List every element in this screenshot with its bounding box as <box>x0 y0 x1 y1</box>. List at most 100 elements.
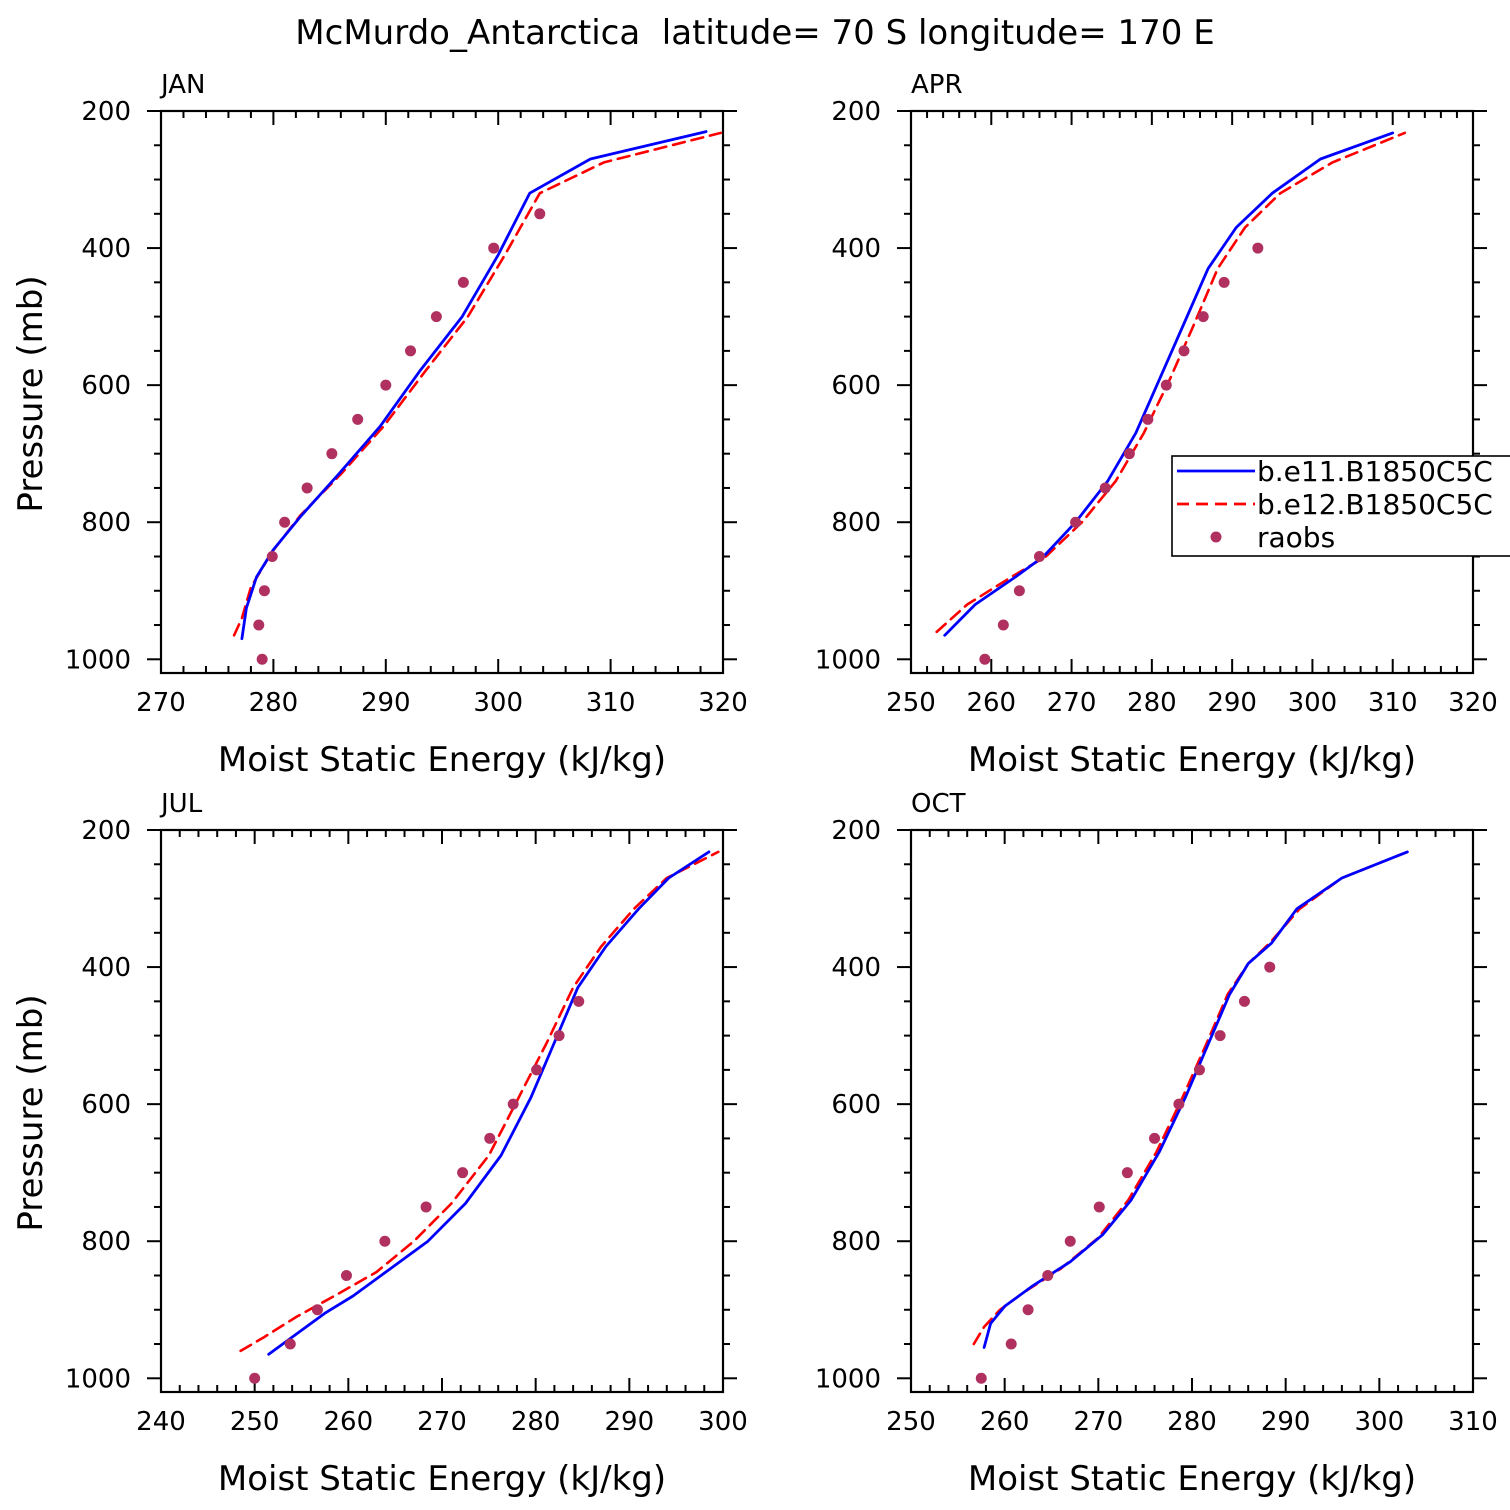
y-tick-label: 1000 <box>65 645 131 675</box>
raobs-point <box>979 653 991 665</box>
x-tick-label: 320 <box>1448 688 1498 718</box>
raobs-point <box>1022 1304 1034 1316</box>
raobs-point <box>266 550 278 562</box>
x-tick-label: 280 <box>1167 1407 1217 1437</box>
x-tick-label: 270 <box>1047 688 1097 718</box>
plot-frame <box>159 828 725 1394</box>
panel-label: APR <box>911 70 963 100</box>
raobs-point <box>553 1030 565 1042</box>
legend-label: raobs <box>1257 521 1335 554</box>
y-axis-label: Pressure (mb) <box>11 994 51 1231</box>
raobs-point <box>249 1372 261 1384</box>
x-axis-label: Moist Static Energy (kJ/kg) <box>218 740 666 780</box>
raobs-point <box>457 1167 469 1179</box>
raobs-point <box>352 413 364 425</box>
raobs-point <box>1121 1167 1133 1179</box>
plot-frame <box>909 109 1475 675</box>
raobs-point <box>405 345 417 357</box>
raobs-point <box>1193 1064 1205 1076</box>
y-tick-label: 400 <box>831 953 881 983</box>
x-tick-label: 240 <box>136 1407 186 1437</box>
x-tick-label: 260 <box>966 688 1016 718</box>
x-tick-label: 300 <box>1355 1407 1405 1437</box>
x-axis-label: Moist Static Energy (kJ/kg) <box>968 740 1416 780</box>
raobs-point <box>311 1304 323 1316</box>
y-tick-label: 400 <box>81 953 131 983</box>
raobs-point <box>488 242 500 254</box>
raobs-point <box>380 379 392 391</box>
x-tick-label: 310 <box>586 688 636 718</box>
raobs-point <box>1013 585 1025 597</box>
y-tick-label: 600 <box>831 1090 881 1120</box>
y-tick-label: 1000 <box>65 1364 131 1394</box>
raobs-point <box>1149 1132 1161 1144</box>
y-tick-label: 400 <box>831 234 881 264</box>
raobs-point <box>1173 1098 1185 1110</box>
raobs-point <box>420 1201 432 1213</box>
y-tick-label: 200 <box>81 97 131 127</box>
b-e11-line <box>240 130 708 641</box>
raobs-point <box>1218 276 1230 288</box>
raobs-point <box>1070 516 1082 528</box>
y-tick-label: 400 <box>81 234 131 264</box>
legend-box <box>1171 455 1510 557</box>
x-axis-label: Moist Static Energy (kJ/kg) <box>968 1459 1416 1499</box>
x-axis-label: Moist Static Energy (kJ/kg) <box>218 1459 666 1499</box>
plot-frame <box>159 109 725 675</box>
y-tick-label: 200 <box>831 816 881 846</box>
raobs-point <box>1099 482 1111 494</box>
x-tick-label: 270 <box>136 688 186 718</box>
figure-title: McMurdo_Antarctica latitude= 70 S longit… <box>295 13 1214 53</box>
panel-oct: 250 260 270 280 290 300 310 200 400 600 800 1000 OCT… <box>815 789 1498 1499</box>
legend-label: b.e12.B1850C5C <box>1257 488 1493 521</box>
y-tick-label: 800 <box>81 1227 131 1257</box>
y-tick-label: 800 <box>831 508 881 538</box>
raobs-point <box>1238 995 1250 1007</box>
raobs-point <box>1005 1338 1017 1350</box>
raobs-point <box>573 995 585 1007</box>
x-tick-label: 300 <box>1288 688 1338 718</box>
y-tick-label: 800 <box>81 508 131 538</box>
x-tick-label: 270 <box>1074 1407 1124 1437</box>
panel-jul: 240 250 260 270 280 290 300 200 400 600 800 1000 JUL… <box>11 789 748 1499</box>
y-tick-label: 200 <box>831 97 881 127</box>
x-tick-label: 290 <box>605 1407 655 1437</box>
raobs-point <box>1033 550 1045 562</box>
x-tick-label: 310 <box>1448 1407 1498 1437</box>
x-tick-label: 280 <box>249 688 299 718</box>
plot-area <box>239 850 720 1384</box>
raobs-point <box>258 585 270 597</box>
x-tick-label: 280 <box>1127 688 1177 718</box>
raobs-point <box>507 1098 519 1110</box>
legend-marker-raobs <box>1210 531 1222 543</box>
raobs-point <box>1252 242 1264 254</box>
plot-frame <box>909 828 1475 1394</box>
b-e11-line <box>943 131 1395 637</box>
x-tick-label: 310 <box>1368 688 1418 718</box>
raobs-point <box>1160 379 1172 391</box>
raobs-point <box>1264 961 1276 973</box>
x-tick-label: 290 <box>361 688 411 718</box>
raobs-point <box>975 1372 987 1384</box>
raobs-point <box>326 448 338 460</box>
y-tick-label: 600 <box>81 371 131 401</box>
x-tick-label: 250 <box>886 1407 936 1437</box>
raobs-point <box>1123 448 1135 460</box>
raobs-point <box>997 619 1009 631</box>
b-e12-line <box>239 850 720 1353</box>
y-tick-label: 1000 <box>815 1364 881 1394</box>
raobs-point <box>1064 1235 1076 1247</box>
raobs-point <box>279 516 291 528</box>
legend-label: b.e11.B1850C5C <box>1257 455 1493 488</box>
x-tick-label: 300 <box>473 688 523 718</box>
raobs-point <box>340 1269 352 1281</box>
x-tick-label: 250 <box>230 1407 280 1437</box>
b-e11-line <box>267 850 711 1356</box>
raobs-point <box>1214 1030 1226 1042</box>
panel-label: OCT <box>911 789 966 819</box>
y-tick-label: 600 <box>831 371 881 401</box>
raobs-point <box>430 311 442 323</box>
raobs-point <box>284 1338 296 1350</box>
